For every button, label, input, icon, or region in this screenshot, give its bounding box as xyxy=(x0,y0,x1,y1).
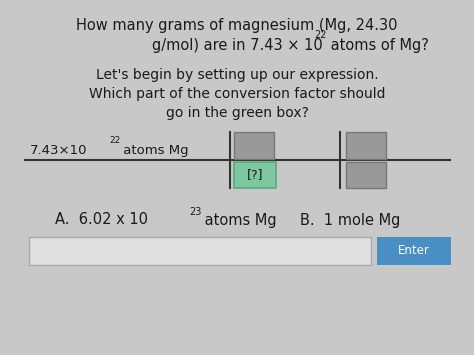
FancyBboxPatch shape xyxy=(234,162,276,188)
FancyBboxPatch shape xyxy=(346,162,386,188)
Text: How many grams of magnesium (Mg, 24.30: How many grams of magnesium (Mg, 24.30 xyxy=(76,18,398,33)
Text: g/mol) are in 7.43 × 10: g/mol) are in 7.43 × 10 xyxy=(152,38,322,53)
Text: 23: 23 xyxy=(189,207,201,217)
Text: [?]: [?] xyxy=(247,169,263,181)
FancyBboxPatch shape xyxy=(29,237,371,265)
Text: atoms of Mg?: atoms of Mg? xyxy=(326,38,429,53)
Text: atoms Mg: atoms Mg xyxy=(119,144,189,157)
Text: 7.43×10: 7.43×10 xyxy=(30,144,88,157)
Text: Let's begin by setting up our expression.: Let's begin by setting up our expression… xyxy=(96,68,378,82)
Text: 22: 22 xyxy=(109,136,120,145)
FancyBboxPatch shape xyxy=(234,132,274,159)
Text: 22: 22 xyxy=(314,30,327,40)
Text: atoms Mg: atoms Mg xyxy=(200,213,277,228)
FancyBboxPatch shape xyxy=(346,132,386,159)
Text: go in the green box?: go in the green box? xyxy=(165,106,309,120)
Text: Enter: Enter xyxy=(398,245,430,257)
Text: Which part of the conversion factor should: Which part of the conversion factor shou… xyxy=(89,87,385,101)
Text: B.  1 mole Mg: B. 1 mole Mg xyxy=(300,213,401,228)
FancyBboxPatch shape xyxy=(377,237,451,265)
Text: A.  6.02 x 10: A. 6.02 x 10 xyxy=(55,213,148,228)
